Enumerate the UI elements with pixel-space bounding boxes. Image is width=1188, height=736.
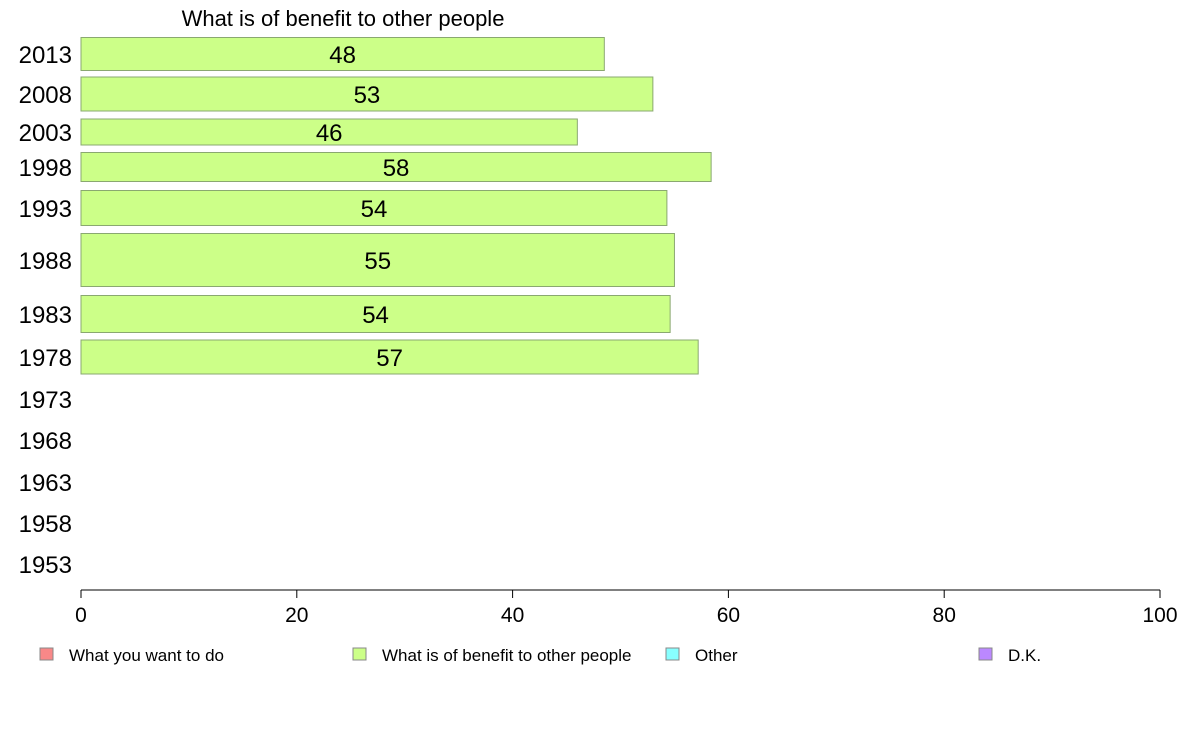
x-tick-label-20: 20	[285, 604, 308, 627]
bar-1978	[80, 339, 699, 375]
bar-1993	[80, 190, 668, 226]
y-tick-label-1993: 1993	[19, 196, 72, 223]
legend-swatch-4	[978, 647, 993, 661]
y-tick-label-1983: 1983	[19, 302, 72, 329]
x-tick-label-100: 100	[1142, 604, 1177, 627]
y-tick-label-1968: 1968	[19, 428, 72, 455]
data-label-2013: 48	[329, 42, 356, 69]
data-label-1993: 54	[361, 196, 388, 223]
data-label-1988: 55	[364, 248, 391, 275]
legend-swatch-3	[665, 647, 680, 661]
y-tick-label-1973: 1973	[19, 387, 72, 414]
x-tick-label-40: 40	[501, 604, 524, 627]
x-tick-label-80: 80	[933, 604, 956, 627]
bar-1998	[80, 152, 712, 182]
y-tick-label-2013: 2013	[19, 42, 72, 69]
bars-group: 48 53 46 58 54 55 54 57	[80, 37, 712, 375]
y-tick-label-1988: 1988	[19, 248, 72, 275]
data-label-2008: 53	[354, 82, 381, 109]
y-tick-label-1998: 1998	[19, 155, 72, 182]
legend-swatch-1	[39, 647, 54, 661]
legend-label-2: What is of benefit to other people	[382, 646, 632, 665]
y-tick-label-1963: 1963	[19, 470, 72, 497]
y-axis-labels: 2013 2008 2003 1998 1993 1988 1983 1978 1973 1968…	[19, 42, 72, 579]
y-tick-label-1978: 1978	[19, 345, 72, 372]
data-label-1983: 54	[362, 302, 389, 329]
legend-swatch-2	[352, 647, 367, 661]
legend: What you want to do What is of benefit to…	[39, 646, 1041, 665]
x-axis: 0 20 40 60 80 100	[75, 589, 1178, 627]
legend-label-3: Other	[695, 646, 738, 665]
y-tick-label-2003: 2003	[19, 120, 72, 147]
data-label-1978: 57	[376, 345, 403, 372]
bar-2003	[80, 118, 578, 146]
data-label-2003: 46	[316, 120, 343, 147]
bar-2008	[80, 76, 654, 112]
x-tick-label-0: 0	[75, 604, 87, 627]
chart-title: What is of benefit to other people	[182, 6, 505, 31]
data-label-1998: 58	[383, 155, 410, 182]
y-tick-label-1958: 1958	[19, 511, 72, 538]
x-tick-label-60: 60	[717, 604, 740, 627]
bar-2013	[80, 37, 605, 71]
bar-1988	[80, 233, 675, 287]
y-tick-label-1953: 1953	[19, 552, 72, 579]
legend-label-4: D.K.	[1008, 646, 1041, 665]
y-tick-label-2008: 2008	[19, 82, 72, 109]
legend-label-1: What you want to do	[69, 646, 224, 665]
bar-1983	[80, 295, 671, 333]
